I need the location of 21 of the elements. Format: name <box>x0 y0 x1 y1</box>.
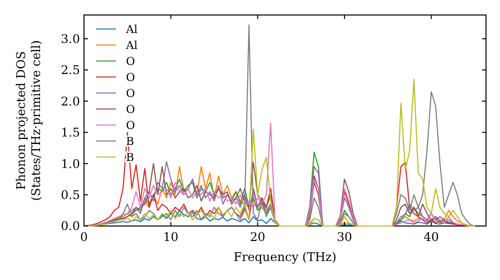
y-axis-title: Phonon projected DOS (States/THz·primitive cell) <box>14 40 43 201</box>
y-tick-label: 0.0 <box>60 219 80 234</box>
legend-label: O <box>126 70 136 84</box>
y-tick-label: 1.5 <box>60 126 80 140</box>
y-tick-label: 1.0 <box>60 156 80 171</box>
x-tick-label: 10 <box>163 230 178 244</box>
x-tick-label: 20 <box>250 230 266 244</box>
legend-label: O <box>126 86 136 100</box>
legend-label: O <box>126 54 136 68</box>
y-tick-label: 2.0 <box>60 94 80 108</box>
legend-label: O <box>126 102 136 116</box>
legend-label: O <box>126 118 136 132</box>
x-tick-label: 30 <box>336 230 352 244</box>
x-tick-label: 0 <box>80 230 88 244</box>
legend-label: Al <box>125 22 138 36</box>
x-tick-label: 40 <box>424 230 439 244</box>
y-tick-label: 3.0 <box>60 32 80 46</box>
y-tick-label: 0.5 <box>60 188 80 202</box>
x-axis-title: Frequency (THz) <box>234 250 336 264</box>
legend-label: Al <box>125 38 138 52</box>
y-tick-label: 2.5 <box>60 63 80 78</box>
